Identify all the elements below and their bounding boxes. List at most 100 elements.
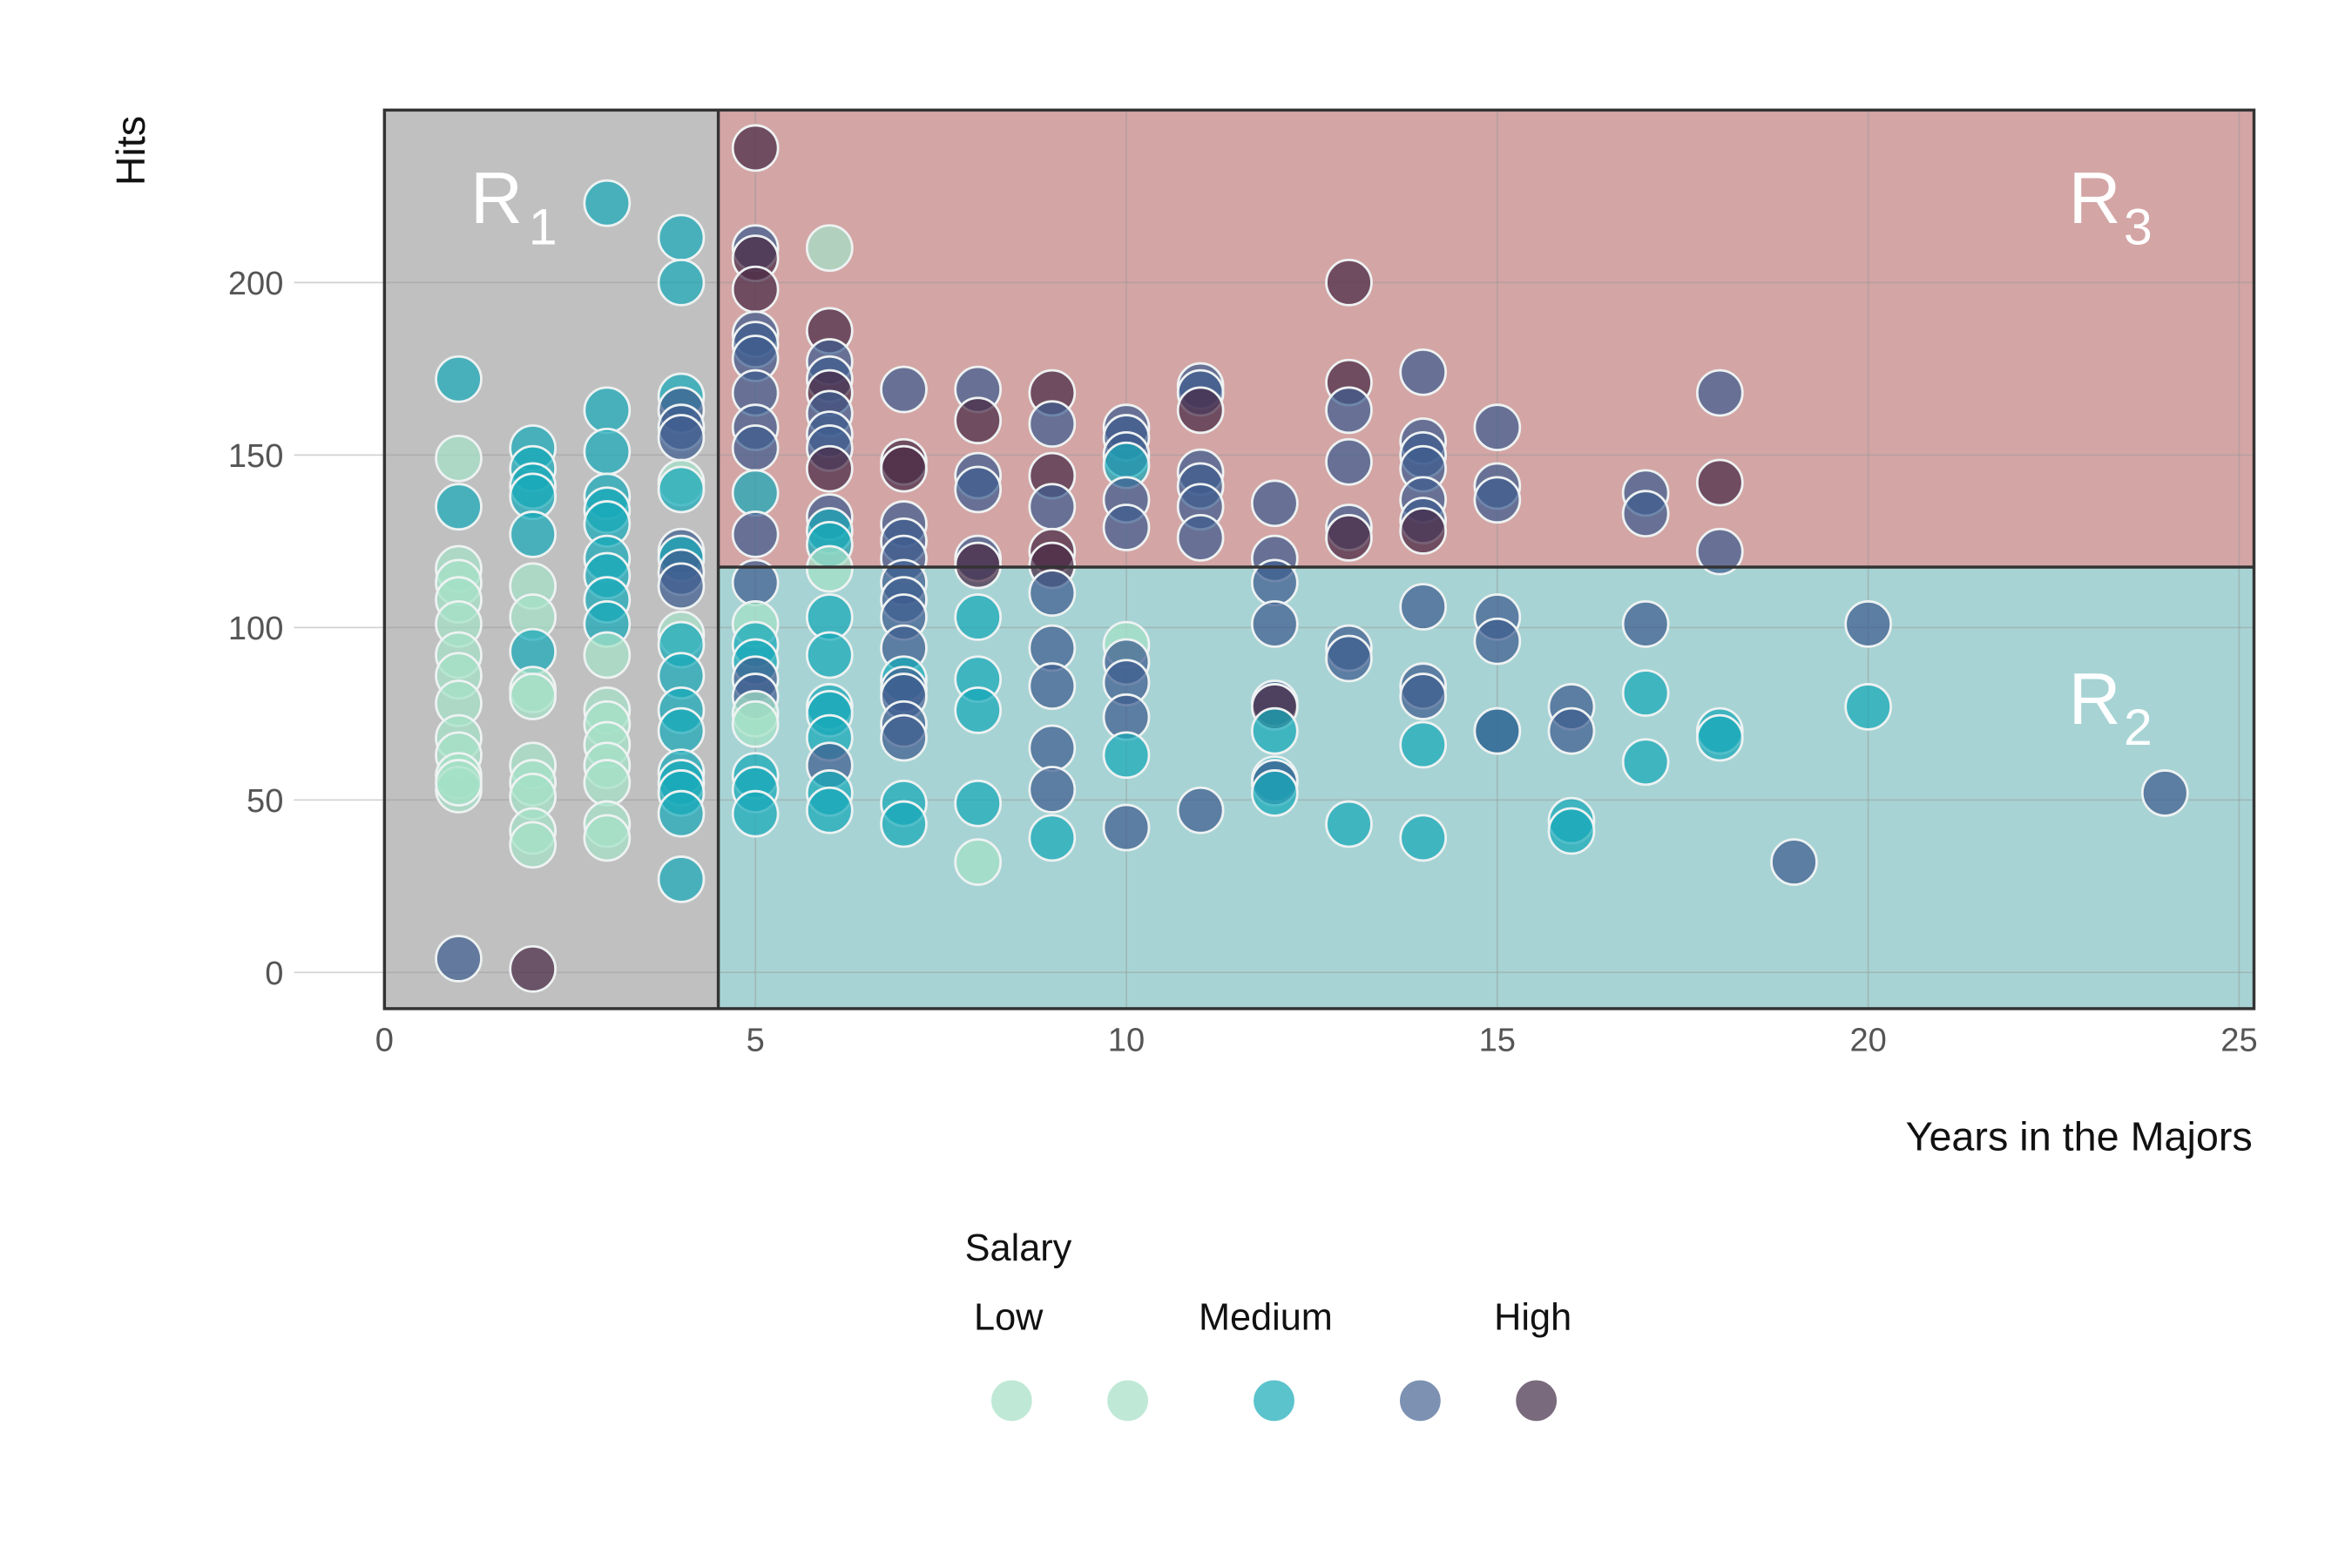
legend-label-low: Low: [974, 1297, 1044, 1339]
data-point: [805, 631, 854, 679]
data-point: [1028, 766, 1077, 814]
data-point: [1325, 437, 1373, 486]
data-point: [1399, 814, 1448, 862]
region-borders: [382, 108, 2256, 1010]
y-tick-label: 50: [247, 783, 283, 820]
data-point: [1621, 490, 1670, 537]
data-point: [954, 541, 1003, 590]
data-point: [1176, 786, 1225, 835]
x-tick-label: 5: [747, 1022, 765, 1058]
data-point: [805, 224, 854, 273]
data-point: [657, 706, 706, 755]
data-point: [1028, 662, 1077, 710]
data-point: [1621, 738, 1670, 787]
data-point: [1325, 258, 1373, 307]
data-point: [731, 424, 780, 472]
data-point: [1473, 403, 1522, 451]
y-tick-label: 100: [228, 611, 284, 647]
data-point: [1028, 569, 1077, 618]
data-point: [1695, 368, 1744, 417]
plot-border: [382, 108, 2256, 1010]
legend-title: Salary: [965, 1227, 1072, 1269]
data-point: [509, 672, 558, 720]
data-point: [1547, 706, 1596, 755]
data-point: [657, 855, 706, 903]
data-point: [954, 465, 1003, 514]
data-point: [880, 800, 928, 848]
data-point: [435, 483, 483, 531]
data-point: [1102, 504, 1151, 551]
data-point: [1325, 634, 1373, 683]
data-point: [583, 428, 632, 476]
data-point: [954, 779, 1003, 828]
x-tick-label: 10: [1108, 1022, 1145, 1058]
data-point: [880, 444, 928, 493]
data-point: [731, 124, 780, 172]
data-point: [1325, 514, 1373, 562]
data-point: [2140, 769, 2189, 817]
data-point: [1399, 672, 1448, 720]
data-point: [1621, 669, 1670, 717]
x-axis-ticks: 0 5 10 15 20 25: [375, 1022, 2258, 1058]
data-point: [1844, 683, 1892, 731]
data-point: [1176, 514, 1225, 562]
data-point: [954, 396, 1003, 445]
data-point: [1028, 483, 1077, 531]
data-point: [1176, 386, 1225, 435]
x-tick-label: 15: [1479, 1022, 1516, 1058]
data-point: [657, 789, 706, 838]
data-point: [435, 434, 483, 483]
data-point: [1250, 769, 1299, 817]
data-point: [509, 821, 558, 869]
data-point: [657, 414, 706, 462]
data-point: [1102, 731, 1151, 780]
data-point: [657, 465, 706, 514]
data-point: [1399, 507, 1448, 555]
data-point: [583, 759, 632, 807]
data-point: [805, 786, 854, 835]
x-axis-title: Years in the Majors: [1906, 1114, 2253, 1159]
y-axis-ticks: 0 50 100 150 200: [228, 266, 284, 992]
data-point: [1844, 600, 1892, 648]
data-point: [1028, 400, 1077, 449]
data-point: [509, 945, 558, 993]
legend-swatch: [990, 1378, 1034, 1423]
data-point: [1621, 600, 1670, 648]
data-point: [1325, 386, 1373, 435]
data-point: [1028, 814, 1077, 862]
legend-swatch: [1398, 1378, 1443, 1423]
data-point: [583, 386, 632, 435]
x-tick-label: 20: [1849, 1022, 1886, 1058]
data-point: [657, 562, 706, 611]
data-point: [1250, 600, 1299, 648]
data-point: [731, 510, 780, 558]
data-point: [1250, 479, 1299, 528]
y-tick-label: 150: [228, 438, 284, 475]
data-point: [880, 365, 928, 414]
data-point: [731, 700, 780, 748]
data-point: [657, 213, 706, 262]
legend-swatches: [990, 1378, 1558, 1423]
data-point: [731, 789, 780, 838]
data-point: [1770, 838, 1818, 886]
data-point: [1250, 706, 1299, 755]
data-point: [954, 686, 1003, 734]
legend-swatch: [1514, 1378, 1558, 1423]
data-point: [583, 814, 632, 862]
legend-label-high: High: [1494, 1297, 1571, 1339]
data-point: [1399, 583, 1448, 631]
data-point: [954, 593, 1003, 641]
data-point: [583, 631, 632, 679]
data-point: [435, 759, 483, 807]
data-point: [880, 713, 928, 762]
y-axis-title: Hits: [108, 116, 153, 186]
data-point: [509, 510, 558, 558]
y-tick-label: 200: [228, 266, 284, 302]
y-tick-label: 0: [265, 956, 283, 992]
x-tick-label: 0: [375, 1022, 394, 1058]
data-point: [657, 258, 706, 307]
